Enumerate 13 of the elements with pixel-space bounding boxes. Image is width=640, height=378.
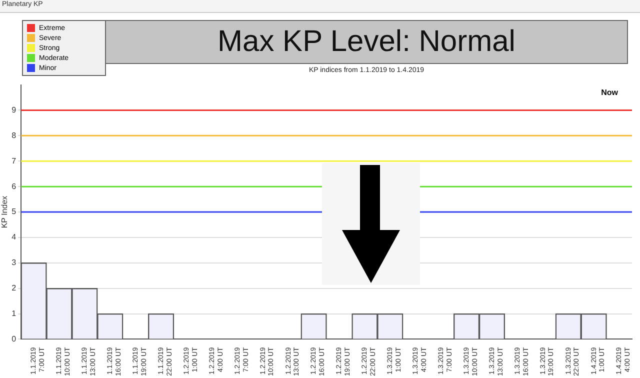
y-tick-label: 2 bbox=[12, 284, 17, 293]
y-tick-label: 0 bbox=[12, 334, 17, 344]
y-tick-label: 9 bbox=[12, 105, 17, 114]
y-axis-title: KP Index bbox=[0, 196, 10, 228]
chart-title: Max KP Level: Normal bbox=[105, 20, 628, 64]
y-tick-label: 8 bbox=[12, 130, 17, 140]
y-tick-label: 6 bbox=[12, 182, 17, 191]
y-tick-label: 5 bbox=[12, 207, 17, 216]
y-tick-label: 7 bbox=[12, 156, 17, 166]
annotation: Now bbox=[601, 88, 619, 97]
y-tick-label: 4 bbox=[12, 232, 17, 242]
y-tick-label: 1 bbox=[12, 308, 17, 318]
y-tick-label: 3 bbox=[12, 258, 17, 268]
